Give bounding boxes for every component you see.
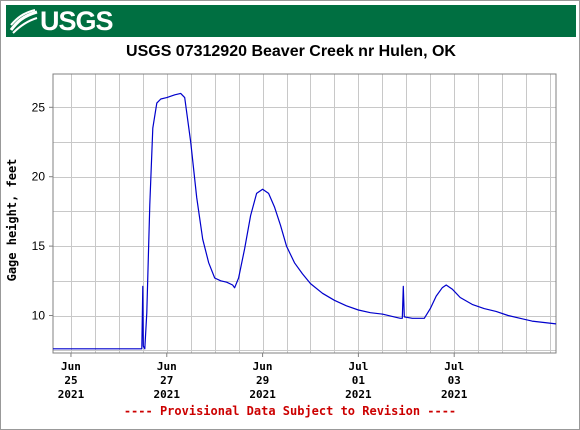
y-tick-label: 25 [32,100,46,114]
series-layer [53,92,557,350]
usgs-logo-text: USGS [40,6,114,36]
x-tick-label: 01 [352,374,366,387]
x-tick-label: 27 [160,374,173,387]
y-axis-label: Gage height, feet [5,159,19,282]
x-tick-label: 2021 [58,388,85,401]
x-tick-label: 2021 [345,388,372,401]
y-tick-label: 20 [32,170,46,184]
x-tick-label: Jul [348,360,368,373]
usgs-wave-icon [9,9,38,34]
y-tick-label: 10 [32,309,46,323]
plot-border [52,73,557,354]
x-tick-label: 25 [64,374,77,387]
y-axis-ticks: 10 15 20 25 [32,100,53,323]
x-tick-label: Jul [444,360,464,373]
x-tick-label: Jun [61,360,81,373]
x-tick-label: 03 [448,374,461,387]
x-tick-label: 2021 [441,388,468,401]
x-tick-label: Jun [157,360,177,373]
x-tick-label: 2021 [154,388,181,401]
x-tick-label: Jun [253,360,273,373]
x-tick-label: 29 [256,374,269,387]
x-axis-ticks: Jun252021Jun272021Jun292021Jul012021Jul0… [58,353,468,401]
y-tick-label: 15 [32,239,46,253]
provisional-data-notice: ---- Provisional Data Subject to Revisio… [123,404,457,418]
gage-height-line [53,92,557,350]
chart-title: USGS 07312920 Beaver Creek nr Hulen, OK [126,43,456,60]
usgs-banner: USGS [6,5,576,37]
grid-lines [53,74,556,353]
x-tick-label: 2021 [249,388,276,401]
